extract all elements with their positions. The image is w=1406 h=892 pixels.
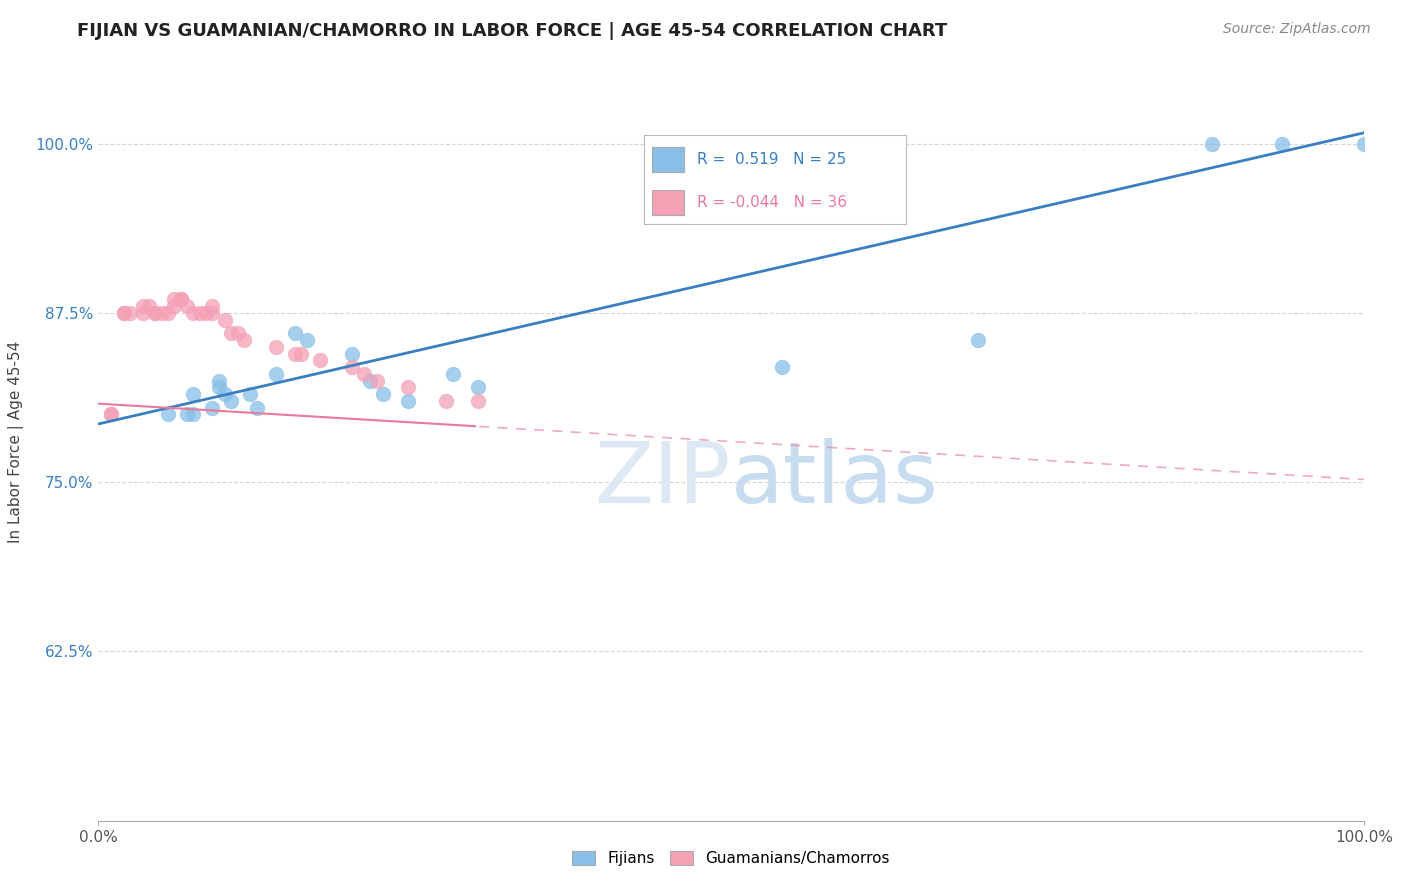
Point <box>176 299 198 313</box>
Text: ZIP: ZIP <box>595 438 731 521</box>
Point <box>176 408 198 422</box>
Bar <box>652 147 683 172</box>
Point <box>138 299 160 313</box>
Point <box>239 387 262 401</box>
Point <box>340 360 363 375</box>
Point <box>169 293 191 307</box>
Point <box>441 367 464 381</box>
Point <box>309 353 332 368</box>
Point <box>112 306 135 320</box>
Point <box>770 360 793 375</box>
Point <box>219 393 243 408</box>
Point <box>208 380 231 394</box>
Text: FIJIAN VS GUAMANIAN/CHAMORRO IN LABOR FORCE | AGE 45-54 CORRELATION CHART: FIJIAN VS GUAMANIAN/CHAMORRO IN LABOR FO… <box>77 22 948 40</box>
Point <box>201 306 224 320</box>
Point <box>467 393 489 408</box>
Point <box>183 306 205 320</box>
Point <box>201 299 224 313</box>
Point <box>100 408 122 422</box>
Point <box>132 306 155 320</box>
Point <box>183 387 205 401</box>
Point <box>214 387 236 401</box>
Point <box>1353 136 1375 151</box>
Point <box>157 306 180 320</box>
Text: R =  0.519   N = 25: R = 0.519 N = 25 <box>696 152 846 167</box>
Point <box>246 401 269 415</box>
Point <box>112 306 135 320</box>
Point <box>214 312 236 326</box>
Point <box>163 299 186 313</box>
Point <box>366 374 388 388</box>
Point <box>371 387 394 401</box>
Point <box>1201 136 1223 151</box>
Point <box>290 346 312 360</box>
Text: atlas: atlas <box>731 438 939 521</box>
Point <box>396 393 419 408</box>
Point <box>145 306 166 320</box>
Point <box>233 333 256 347</box>
Point <box>284 346 307 360</box>
Point <box>360 374 382 388</box>
Point <box>264 367 287 381</box>
Bar <box>652 190 683 215</box>
Point <box>201 401 224 415</box>
Point <box>150 306 173 320</box>
Legend: Fijians, Guamanians/Chamorros: Fijians, Guamanians/Chamorros <box>565 843 897 873</box>
Point <box>297 333 319 347</box>
Point <box>132 299 155 313</box>
Point <box>194 306 218 320</box>
Point <box>219 326 243 341</box>
Point <box>208 374 231 388</box>
Point <box>157 408 180 422</box>
Point <box>436 393 458 408</box>
Point <box>100 408 122 422</box>
Point <box>188 306 211 320</box>
Point <box>1271 136 1294 151</box>
Point <box>284 326 307 341</box>
Point <box>467 380 489 394</box>
Text: R = -0.044   N = 36: R = -0.044 N = 36 <box>696 194 846 210</box>
Point <box>353 367 375 381</box>
Point <box>183 408 205 422</box>
Point <box>226 326 249 341</box>
Point <box>340 346 363 360</box>
Point <box>145 306 166 320</box>
Point <box>169 293 191 307</box>
Point <box>396 380 419 394</box>
Text: Source: ZipAtlas.com: Source: ZipAtlas.com <box>1223 22 1371 37</box>
Y-axis label: In Labor Force | Age 45-54: In Labor Force | Age 45-54 <box>8 341 24 542</box>
Point <box>163 293 186 307</box>
Point <box>966 333 988 347</box>
Point <box>264 340 287 354</box>
Point <box>120 306 141 320</box>
